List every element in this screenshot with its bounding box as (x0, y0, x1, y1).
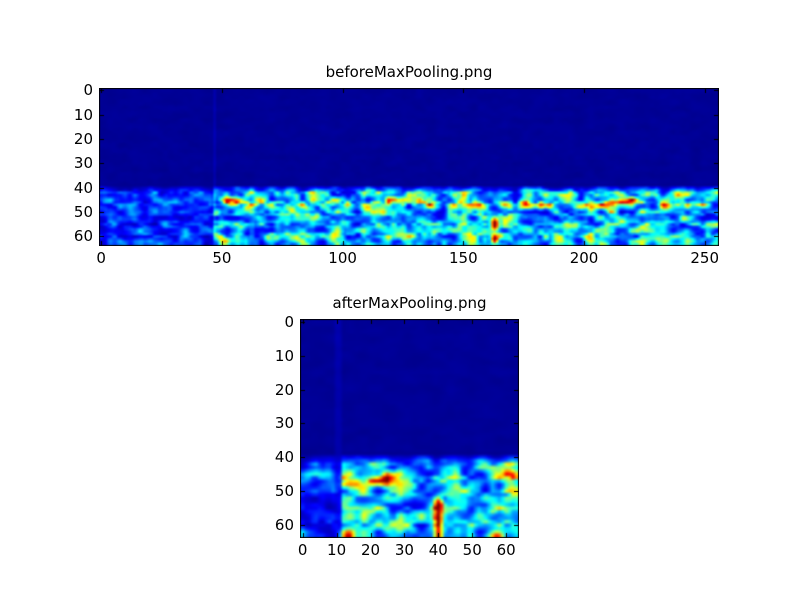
y-tick-label: 20 (274, 380, 294, 399)
x-tick-label: 30 (394, 541, 414, 559)
y-tick-label: 0 (83, 81, 93, 100)
after-heatmap-canvas (300, 319, 519, 538)
x-tick-label: 150 (448, 249, 478, 267)
before-plot-title: beforeMaxPooling.png (325, 63, 493, 81)
x-tick-label: 0 (297, 541, 308, 559)
x-tick-label: 200 (569, 249, 599, 267)
y-tick-label: 0 (284, 312, 294, 331)
y-tick-label: 50 (73, 203, 93, 222)
y-tick-label: 10 (274, 346, 294, 365)
x-tick-label: 50 (462, 541, 482, 559)
y-tick-label: 60 (73, 227, 93, 246)
y-tick-label: 40 (73, 178, 93, 197)
y-tick-label: 40 (274, 448, 294, 467)
after-plot-title: afterMaxPooling.png (332, 294, 487, 312)
x-tick-label: 40 (428, 541, 448, 559)
before-heatmap-canvas (99, 88, 719, 246)
x-tick-label: 60 (496, 541, 516, 559)
x-tick-label: 0 (96, 249, 106, 267)
y-tick-label: 30 (73, 154, 93, 173)
y-tick-label: 30 (274, 414, 294, 433)
x-tick-label: 10 (327, 541, 347, 559)
y-tick-label: 60 (274, 516, 294, 535)
x-tick-label: 100 (328, 249, 357, 267)
y-tick-label: 10 (73, 105, 93, 124)
y-tick-label: 50 (274, 482, 294, 501)
x-tick-label: 250 (690, 249, 720, 267)
x-tick-label: 20 (360, 541, 381, 559)
x-tick-label: 50 (212, 249, 232, 267)
y-tick-label: 20 (73, 129, 93, 148)
